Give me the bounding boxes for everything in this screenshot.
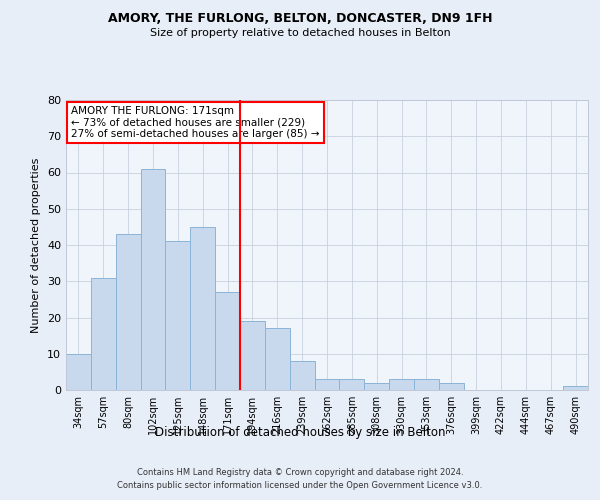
Text: Contains HM Land Registry data © Crown copyright and database right 2024.: Contains HM Land Registry data © Crown c… [137,468,463,477]
Bar [190,227,215,390]
Text: Size of property relative to detached houses in Belton: Size of property relative to detached ho… [149,28,451,38]
Bar [439,383,464,390]
Text: Contains public sector information licensed under the Open Government Licence v3: Contains public sector information licen… [118,482,482,490]
Y-axis label: Number of detached properties: Number of detached properties [31,158,41,332]
Bar [265,328,290,390]
Bar [166,242,190,390]
Bar [414,379,439,390]
Bar [563,386,588,390]
Bar [364,383,389,390]
Bar [91,278,116,390]
Bar [240,321,265,390]
Bar [215,292,240,390]
Bar [116,234,140,390]
Bar [66,354,91,390]
Bar [314,379,340,390]
Text: AMORY THE FURLONG: 171sqm
← 73% of detached houses are smaller (229)
27% of semi: AMORY THE FURLONG: 171sqm ← 73% of detac… [71,106,320,139]
Text: AMORY, THE FURLONG, BELTON, DONCASTER, DN9 1FH: AMORY, THE FURLONG, BELTON, DONCASTER, D… [108,12,492,26]
Bar [290,361,314,390]
Bar [340,379,364,390]
Bar [140,169,166,390]
Text: Distribution of detached houses by size in Belton: Distribution of detached houses by size … [155,426,445,439]
Bar [389,379,414,390]
